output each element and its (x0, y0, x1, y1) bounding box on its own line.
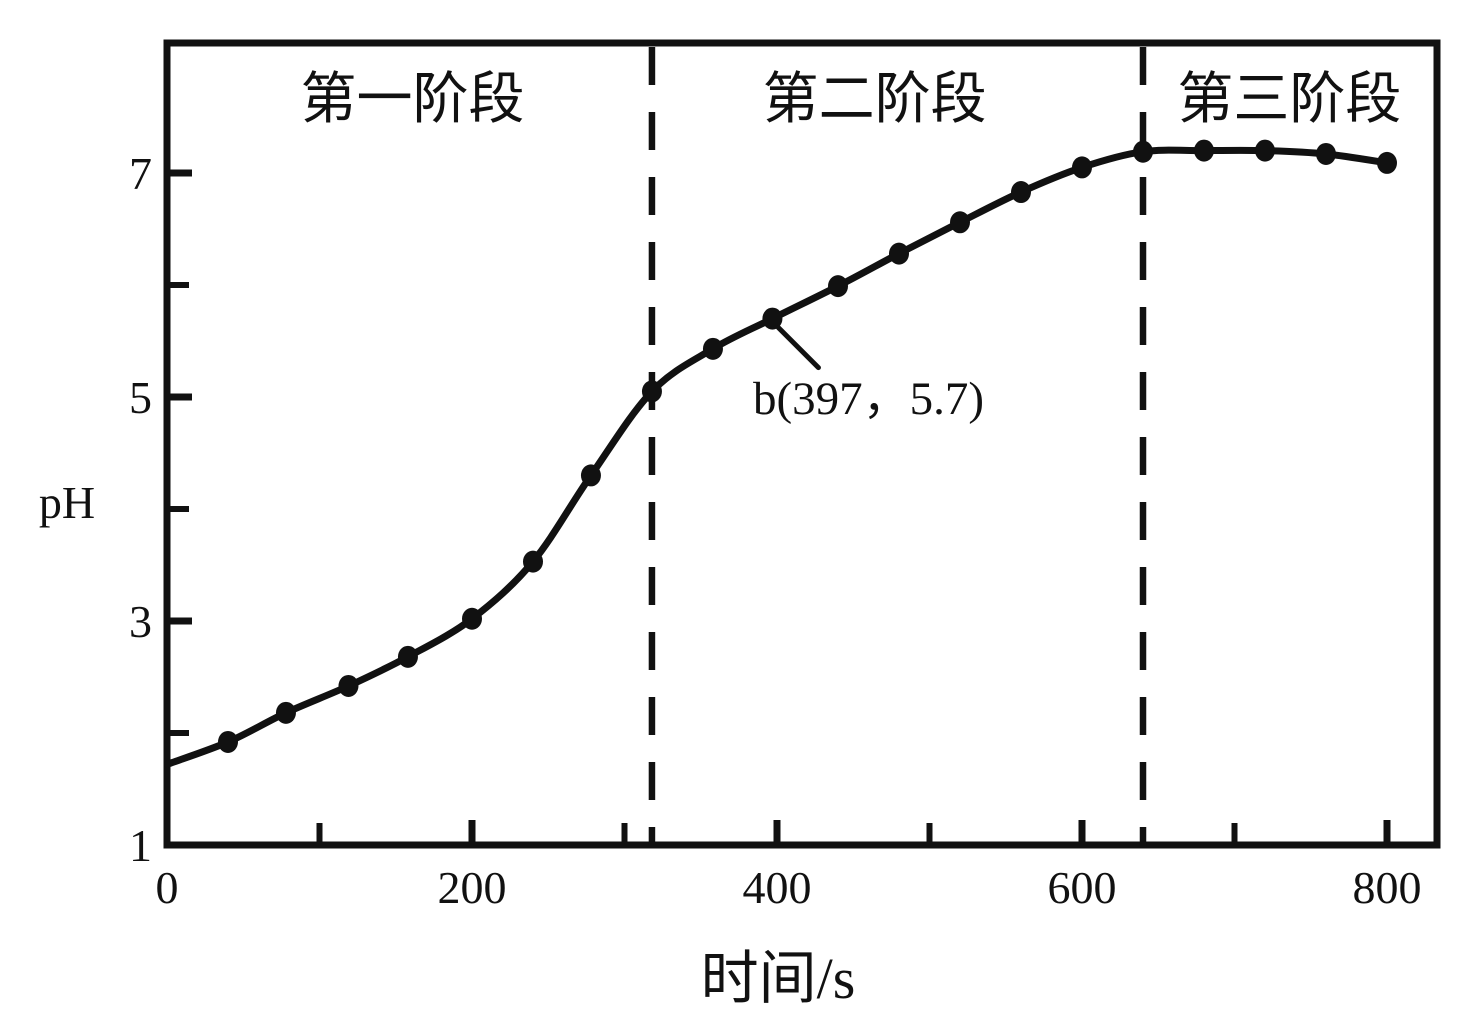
x-axis-tick-label: 0 (156, 862, 179, 913)
data-point-marker (275, 701, 296, 724)
x-axis-tick-label: 800 (1353, 862, 1422, 913)
x-axis-tick-label: 200 (438, 862, 507, 913)
data-point-marker (1194, 139, 1214, 162)
y-axis-tick-label: 7 (129, 148, 152, 199)
y-axis-title: pH (39, 477, 95, 528)
stage-label: 第一阶段 (301, 69, 525, 131)
x-axis-tick-label: 400 (743, 862, 812, 913)
y-axis-tick-label: 1 (129, 820, 152, 871)
ph-curve (163, 146, 1391, 768)
data-point-marker (523, 550, 543, 573)
data-point-marker (462, 607, 482, 630)
data-point-marker (1011, 181, 1031, 204)
data-point-marker (950, 211, 970, 234)
data-point-marker (1072, 156, 1092, 179)
x-axis-title: 时间/s (701, 946, 856, 1011)
data-point-marker (702, 337, 723, 360)
data-point-marker (1133, 140, 1153, 163)
data-point-marker (1377, 151, 1397, 174)
annotation-leader-line (775, 325, 821, 371)
y-axis-tick-label: 3 (129, 596, 152, 647)
data-point-marker (1316, 142, 1336, 165)
stage-label: 第三阶段 (1177, 69, 1401, 131)
data-point-marker (580, 464, 601, 487)
stage-label: 第二阶段 (763, 69, 987, 131)
data-point-marker (762, 307, 783, 330)
annotation-label: b(397，5.7) (753, 373, 984, 425)
plot-border (163, 39, 1441, 849)
data-point-marker (397, 645, 418, 668)
data-point-marker (1255, 139, 1275, 162)
data-point-marker (218, 730, 238, 753)
x-axis-tick-label: 600 (1048, 862, 1117, 913)
data-point-marker (889, 242, 909, 265)
data-point-marker (641, 380, 662, 403)
data-point-marker (338, 674, 359, 697)
y-axis-tick-label: 5 (129, 372, 152, 423)
data-point-marker (828, 275, 848, 298)
